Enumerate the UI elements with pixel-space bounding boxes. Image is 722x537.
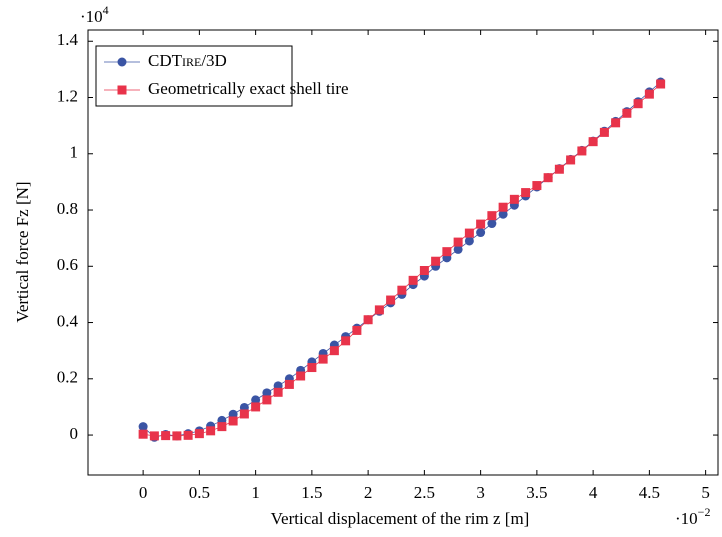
- marker: [138, 422, 148, 432]
- x-tick-label: 2: [364, 483, 373, 502]
- legend-label: CDTire/3D: [148, 51, 227, 70]
- marker: [644, 89, 654, 99]
- marker: [273, 387, 283, 397]
- marker: [408, 275, 418, 285]
- legend-box: [95, 45, 293, 107]
- y-multiplier: ·104: [80, 3, 109, 26]
- marker: [329, 346, 339, 356]
- marker: [228, 409, 238, 419]
- y-tick-label: 1: [70, 143, 79, 162]
- x-tick-label: 1.5: [301, 483, 322, 502]
- y-tick-label: 0.4: [57, 311, 79, 330]
- x-tick-label: 3: [476, 483, 485, 502]
- marker: [352, 325, 362, 335]
- marker: [487, 219, 497, 229]
- marker: [543, 173, 553, 183]
- marker: [386, 295, 396, 305]
- marker: [487, 211, 497, 221]
- x-multiplier: ·10−2: [675, 505, 710, 528]
- marker: [341, 336, 351, 346]
- y-multiplier-exponent: 4: [103, 3, 109, 17]
- plot-frame: [87, 29, 719, 476]
- marker: [296, 371, 306, 381]
- marker: [363, 315, 373, 325]
- marker: [206, 426, 216, 436]
- marker: [374, 305, 384, 315]
- marker: [161, 431, 171, 441]
- marker: [149, 431, 159, 441]
- marker: [476, 228, 486, 238]
- marker: [464, 228, 474, 238]
- marker: [251, 402, 261, 412]
- x-tick-label: 4: [589, 483, 598, 502]
- x-tick-label: 3.5: [526, 483, 547, 502]
- marker: [307, 363, 317, 373]
- marker: [453, 237, 463, 247]
- x-tick-label: 1: [251, 483, 260, 502]
- legend-marker: [117, 57, 127, 67]
- marker: [284, 379, 294, 389]
- marker: [554, 164, 564, 174]
- marker: [239, 409, 249, 419]
- x-axis-label: Vertical displacement of the rim z [m]: [271, 509, 530, 528]
- marker: [453, 244, 463, 254]
- x-tick-label: 4.5: [639, 483, 660, 502]
- marker: [464, 236, 474, 246]
- marker: [498, 209, 508, 219]
- marker: [509, 194, 519, 204]
- marker: [262, 388, 272, 398]
- marker: [476, 219, 486, 229]
- marker: [599, 127, 609, 137]
- marker: [138, 429, 148, 439]
- marker: [431, 256, 441, 266]
- legend-label: Geometrically exact shell tire: [148, 79, 349, 98]
- marker: [577, 146, 587, 156]
- x-tick-label: 0: [139, 483, 148, 502]
- series-line: [143, 83, 661, 437]
- marker: [566, 155, 576, 165]
- x-multiplier-exponent: −2: [698, 505, 711, 519]
- x-multiplier-base: ·10: [675, 509, 698, 528]
- y-tick-label: 1.2: [57, 86, 78, 105]
- y-axis-label: Vertical force Fz [N]: [13, 181, 32, 322]
- y-tick-label: 0.6: [57, 255, 78, 274]
- marker: [172, 431, 182, 441]
- marker: [532, 181, 542, 191]
- marker: [194, 429, 204, 439]
- x-tick-label: 2.5: [414, 483, 435, 502]
- marker: [498, 202, 508, 212]
- y-tick-label: 0.8: [57, 199, 78, 218]
- marker: [183, 430, 193, 440]
- y-tick-label: 0.2: [57, 368, 78, 387]
- y-tick-label: 0: [70, 424, 79, 443]
- x-tick-label: 5: [701, 483, 710, 502]
- marker: [633, 99, 643, 109]
- marker: [419, 266, 429, 276]
- marker: [262, 395, 272, 405]
- marker: [217, 422, 227, 432]
- marker: [656, 79, 666, 89]
- marker: [521, 188, 531, 198]
- marker: [622, 108, 632, 118]
- marker: [442, 247, 452, 257]
- marker: [397, 285, 407, 295]
- legend-marker: [117, 85, 127, 95]
- y-tick-label: 1.4: [57, 30, 79, 49]
- marker: [228, 416, 238, 426]
- marker: [318, 354, 328, 364]
- marker: [611, 118, 621, 128]
- series-line: [142, 81, 661, 438]
- marker: [588, 137, 598, 147]
- x-tick-label: 0.5: [189, 483, 210, 502]
- marker: [251, 395, 261, 405]
- y-multiplier-base: ·10: [80, 7, 103, 26]
